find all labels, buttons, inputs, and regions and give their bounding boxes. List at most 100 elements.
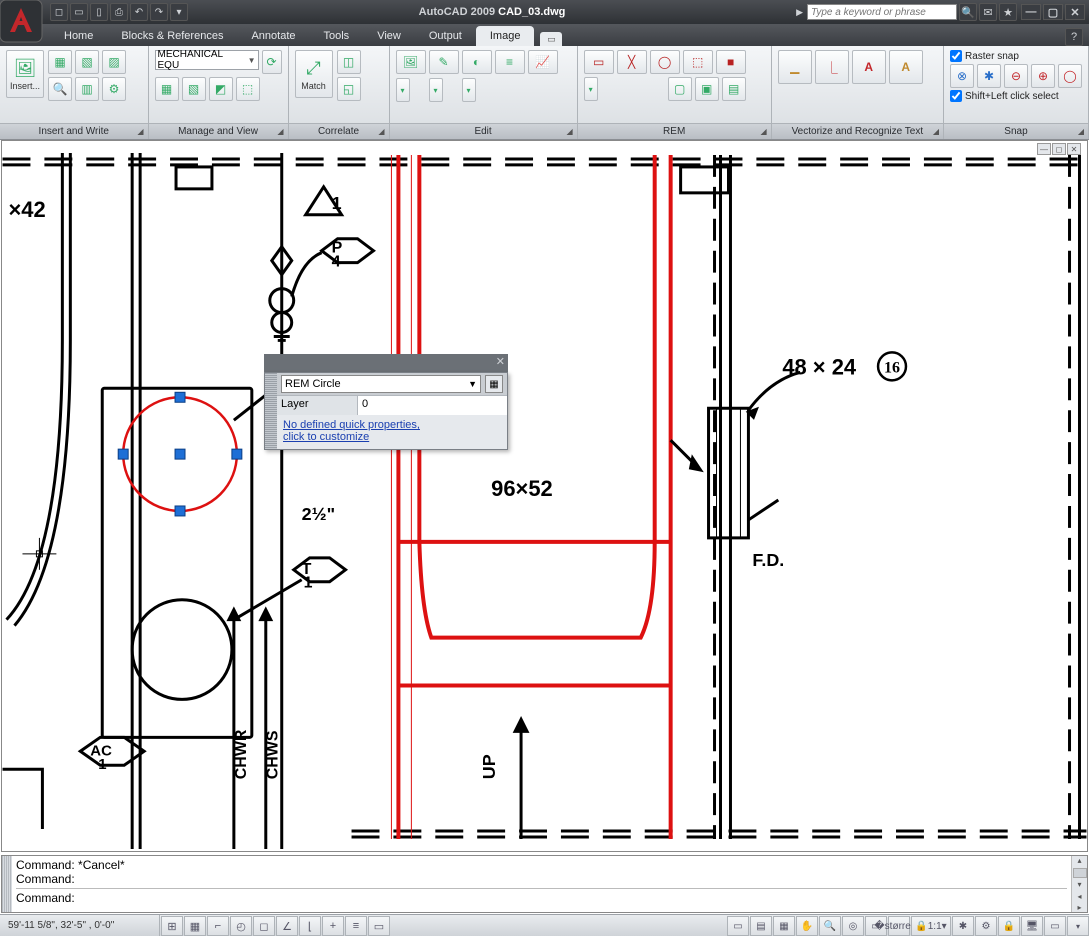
edit-dd-1[interactable]: ▾ bbox=[396, 78, 410, 102]
qat-redo-icon[interactable]: ↷ bbox=[150, 3, 168, 21]
sb-clean-icon[interactable]: ▭ bbox=[1044, 916, 1066, 936]
shift-click-check[interactable]: Shift+Left click select bbox=[950, 90, 1059, 102]
grip-s[interactable] bbox=[175, 506, 185, 516]
edit-3[interactable]: ◐ bbox=[462, 50, 492, 74]
match-button[interactable]: ⤢Match bbox=[295, 50, 333, 98]
tab-annotate[interactable]: Annotate bbox=[237, 26, 309, 46]
tgl-ortho[interactable]: ⌐ bbox=[207, 916, 229, 936]
panel-label-vectorize[interactable]: Vectorize and Recognize Text◢ bbox=[772, 123, 943, 139]
vec-text2-icon[interactable]: A bbox=[889, 50, 923, 84]
vp-min-icon[interactable]: — bbox=[1037, 143, 1051, 155]
grip-w[interactable] bbox=[118, 449, 128, 459]
qprops-val-layer[interactable]: 0 bbox=[357, 396, 507, 415]
sb-tray-icon[interactable]: ▾ bbox=[1067, 916, 1089, 936]
cor-1[interactable]: ◫ bbox=[337, 50, 361, 74]
iw-btn-6[interactable]: ⚙ bbox=[102, 77, 126, 101]
panel-label-snap[interactable]: Snap◢ bbox=[944, 123, 1088, 139]
qprops-options-icon[interactable]: ▦ bbox=[485, 375, 503, 393]
command-window[interactable]: Command: *Cancel* Command: Command: ▴▾ ◂… bbox=[1, 855, 1088, 913]
rem-b3[interactable]: ▤ bbox=[722, 77, 746, 101]
tgl-polar[interactable]: ◴ bbox=[230, 916, 252, 936]
app-logo[interactable] bbox=[0, 0, 44, 44]
sb-ws-icon[interactable]: ⚙ bbox=[975, 916, 997, 936]
iw-btn-1[interactable]: ▦ bbox=[48, 50, 72, 74]
layer-combo[interactable]: MECHANICAL EQU▼ bbox=[155, 50, 259, 70]
tgl-otrack[interactable]: ∠ bbox=[276, 916, 298, 936]
qat-print-icon[interactable]: ⎙ bbox=[110, 3, 128, 21]
rem-b2[interactable]: ▣ bbox=[695, 77, 719, 101]
close-button[interactable]: ✕ bbox=[1065, 4, 1085, 20]
rem-dd-1[interactable]: ▾ bbox=[584, 77, 598, 101]
tab-image[interactable]: Image bbox=[476, 26, 535, 46]
qat-open-icon[interactable]: ▭ bbox=[70, 3, 88, 21]
sb-zoom-icon[interactable]: 🔍 bbox=[819, 916, 841, 936]
snap-mid-icon[interactable]: ✱ bbox=[977, 64, 1001, 88]
vec-text-icon[interactable]: A bbox=[852, 50, 886, 84]
iw-btn-2[interactable]: ▧ bbox=[75, 50, 99, 74]
panel-label-correlate[interactable]: Correlate◢ bbox=[289, 123, 389, 139]
vp-max-icon[interactable]: ◻ bbox=[1052, 143, 1066, 155]
edit-2[interactable]: ✎ bbox=[429, 50, 459, 74]
edit-dd-2[interactable]: ▾ bbox=[429, 78, 443, 102]
mv-btn-refresh[interactable]: ⟳ bbox=[262, 50, 282, 74]
tgl-dyn[interactable]: + bbox=[322, 916, 344, 936]
rem-enhance[interactable]: ⬚ bbox=[683, 50, 713, 74]
status-coords[interactable]: 59'-11 5/8", 32'-5" , 0'-0" bbox=[0, 915, 160, 936]
panel-label-insert[interactable]: Insert and Write◢ bbox=[0, 123, 148, 139]
iw-btn-5[interactable]: ▥ bbox=[75, 77, 99, 101]
cmdwin-grip[interactable] bbox=[2, 856, 12, 912]
vec-2[interactable]: ⎿ bbox=[815, 50, 849, 84]
iw-btn-4[interactable]: 🔍 bbox=[48, 77, 72, 101]
tab-collapse-icon[interactable]: ▭ bbox=[540, 32, 562, 46]
sb-layout[interactable]: ▤ bbox=[750, 916, 772, 936]
search-icon[interactable]: 🔍 bbox=[959, 3, 977, 21]
vp-close-icon[interactable]: ✕ bbox=[1067, 143, 1081, 155]
tab-output[interactable]: Output bbox=[415, 26, 476, 46]
maximize-button[interactable]: ▢ bbox=[1043, 4, 1063, 20]
help-icon[interactable]: ? bbox=[1065, 28, 1083, 46]
cor-2[interactable]: ◱ bbox=[337, 77, 361, 101]
edit-4[interactable]: ≡ bbox=[495, 50, 525, 74]
tgl-ducs[interactable]: ⌊ bbox=[299, 916, 321, 936]
edit-dd-3[interactable]: ▾ bbox=[462, 78, 476, 102]
rem-fill[interactable]: ■ bbox=[716, 50, 746, 74]
tgl-lwt[interactable]: ≡ bbox=[345, 916, 367, 936]
qprops-type-combo[interactable]: REM Circle▼ bbox=[281, 375, 481, 393]
qat-new-icon[interactable]: ◻ bbox=[50, 3, 68, 21]
cmdwin-scrollbar[interactable]: ▴▾ ◂▸ bbox=[1071, 856, 1087, 912]
sb-toolbar-icon[interactable]: 🔒 bbox=[998, 916, 1020, 936]
insert-button[interactable]: 🖼Insert... bbox=[6, 50, 44, 98]
sb-ann-icon[interactable]: �størrelse bbox=[888, 916, 910, 936]
snap-cen-icon[interactable]: ⊖ bbox=[1004, 64, 1028, 88]
rem-circle[interactable]: ◯ bbox=[650, 50, 680, 74]
snap-end-icon[interactable]: ⊗ bbox=[950, 64, 974, 88]
minimize-button[interactable]: — bbox=[1021, 4, 1041, 20]
drawing-area[interactable]: — ◻ ✕ bbox=[1, 140, 1088, 852]
vec-1[interactable]: ▁ bbox=[778, 50, 812, 84]
sb-qv[interactable]: ▦ bbox=[773, 916, 795, 936]
grip-e[interactable] bbox=[232, 449, 242, 459]
search-input[interactable] bbox=[807, 4, 957, 20]
comm-center-icon[interactable]: ✉ bbox=[979, 3, 997, 21]
quick-properties-panel[interactable]: REM Circle▼ ▦ Layer 0 No defined quick p… bbox=[264, 372, 508, 450]
tab-blocks[interactable]: Blocks & References bbox=[107, 26, 237, 46]
edit-5[interactable]: 📈 bbox=[528, 50, 558, 74]
iw-btn-3[interactable]: ▨ bbox=[102, 50, 126, 74]
mv-4[interactable]: ⬚ bbox=[236, 77, 260, 101]
sb-model[interactable]: ▭ bbox=[727, 916, 749, 936]
mv-1[interactable]: ▦ bbox=[155, 77, 179, 101]
mv-2[interactable]: ▧ bbox=[182, 77, 206, 101]
grip-n[interactable] bbox=[175, 392, 185, 402]
mv-3[interactable]: ◩ bbox=[209, 77, 233, 101]
grip-center[interactable] bbox=[175, 449, 185, 459]
sb-hardware-icon[interactable]: 🖥 bbox=[1021, 916, 1043, 936]
snap-per-icon[interactable]: ◯ bbox=[1058, 64, 1082, 88]
panel-label-edit[interactable]: Edit◢ bbox=[390, 123, 577, 139]
tgl-grid[interactable]: ▦ bbox=[184, 916, 206, 936]
qprops-customize-link[interactable]: No defined quick properties,click to cus… bbox=[283, 419, 420, 443]
rem-line[interactable]: ╳ bbox=[617, 50, 647, 74]
qprops-close-icon[interactable]: ✕ bbox=[496, 355, 505, 368]
rem-b1[interactable]: ▢ bbox=[668, 77, 692, 101]
favorites-icon[interactable]: ★ bbox=[999, 3, 1017, 21]
panel-label-rem[interactable]: REM◢ bbox=[578, 123, 771, 139]
